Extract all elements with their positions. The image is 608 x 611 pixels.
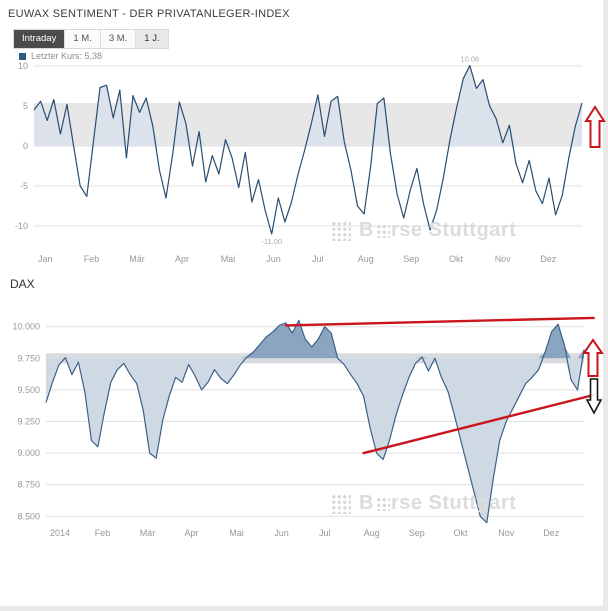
- y-tick-label: -10: [15, 221, 28, 231]
- y-tick-label: 9.750: [17, 353, 40, 363]
- y-tick-label: 10.000: [12, 322, 40, 332]
- x-tick-label: Okt: [454, 528, 469, 538]
- x-tick-label: Apr: [185, 528, 199, 538]
- tab-3-months[interactable]: 3 M.: [101, 30, 137, 48]
- trendline-annotation: [284, 316, 595, 327]
- tab-intraday[interactable]: Intraday: [14, 30, 66, 48]
- x-tick-label: Mai: [221, 254, 236, 264]
- up-arrow-icon: [582, 338, 604, 377]
- extreme-value-label: 10.06: [460, 55, 479, 64]
- y-tick-label: 0: [23, 141, 28, 151]
- extreme-value-label: -11.00: [261, 237, 282, 246]
- dot-grid-logo-icon: [330, 220, 351, 241]
- euwax-sentiment-area-above: [34, 65, 582, 146]
- y-tick-label: -5: [20, 181, 28, 191]
- trendline-annotation: [362, 393, 595, 455]
- x-tick-label: Jun: [266, 254, 281, 264]
- dax-area-above: [46, 320, 584, 359]
- down-arrow-icon: [585, 378, 603, 415]
- x-tick-label: Jul: [312, 254, 324, 264]
- x-tick-label: Sep: [403, 254, 419, 264]
- last-price-row: Letzter Kurs: 5,38: [19, 51, 102, 61]
- x-tick-label: Aug: [358, 254, 374, 264]
- x-tick-label: Feb: [84, 254, 100, 264]
- sentiment-up-arrow-annotation: [584, 105, 606, 148]
- dax-down-arrow-annotation: [585, 378, 603, 415]
- y-tick-label: 9.000: [17, 448, 40, 458]
- dax-area-below: [46, 358, 584, 523]
- sentiment-chart-canvas: 10 5 0 -5 -10 Jan Feb Mär Apr Mai Jun Jul Aug Sep Okt N…: [15, 55, 583, 264]
- x-tick-label: Aug: [364, 528, 380, 538]
- up-arrow-icon: [584, 105, 606, 148]
- dot-grid-oe-icon: [374, 223, 390, 238]
- x-tick-label: Nov: [498, 528, 515, 538]
- last-price-label: Letzter Kurs: 5,38: [31, 51, 103, 61]
- dax-series-line: [45, 319, 585, 524]
- x-tick-label: Feb: [95, 528, 111, 538]
- x-tick-label: Sep: [409, 528, 425, 538]
- watermark-text-rest: rse Stuttgart: [390, 492, 517, 514]
- y-tick-label: 9.500: [17, 385, 40, 395]
- watermark-boerse-stuttgart: B rse Stuttgart: [330, 219, 516, 242]
- x-tick-label: Nov: [495, 254, 512, 264]
- y-tick-label: 8.750: [17, 480, 40, 490]
- watermark-text-b: B: [359, 492, 374, 514]
- watermark-text-rest: rse Stuttgart: [390, 219, 517, 241]
- x-tick-label: Jul: [319, 528, 331, 538]
- dot-grid-logo-icon: [330, 493, 351, 514]
- page-title: EUWAX SENTIMENT - DER PRIVATANLEGER-INDE…: [8, 8, 290, 20]
- x-tick-label: Jan: [38, 254, 53, 264]
- x-tick-label: Mär: [140, 528, 156, 538]
- tab-1-month[interactable]: 1 M.: [65, 30, 101, 48]
- x-tick-label: Dez: [540, 254, 557, 264]
- dot-grid-oe-icon: [374, 496, 390, 511]
- dax-section-title: DAX: [10, 277, 35, 291]
- x-tick-label: Okt: [449, 254, 464, 264]
- x-tick-label: Mai: [229, 528, 244, 538]
- x-tick-label: Mär: [129, 254, 145, 264]
- x-tick-label: 2014: [50, 528, 70, 538]
- y-tick-label: 5: [23, 101, 28, 111]
- y-tick-label: 8.500: [17, 511, 40, 521]
- watermark-text-b: B: [359, 219, 374, 241]
- series-legend-icon: [19, 52, 26, 60]
- euwax-sentiment-series-line: [33, 64, 583, 235]
- dax-up-arrow-annotation: [582, 338, 604, 377]
- y-tick-label: 9.250: [17, 417, 40, 427]
- timeframe-tab-bar: Intraday 1 M. 3 M. 1 J.: [13, 29, 169, 49]
- x-tick-label: Apr: [175, 254, 189, 264]
- dax-chart-canvas: 10.000 9.750 9.500 9.250 9.000 8.750 8.500 2014…: [12, 316, 595, 538]
- tab-1-year[interactable]: 1 J.: [136, 30, 168, 48]
- y-tick-label: 10: [18, 61, 28, 71]
- x-tick-label: Dez: [543, 528, 560, 538]
- x-tick-label: Jun: [274, 528, 289, 538]
- watermark-boerse-stuttgart: B rse Stuttgart: [330, 492, 516, 515]
